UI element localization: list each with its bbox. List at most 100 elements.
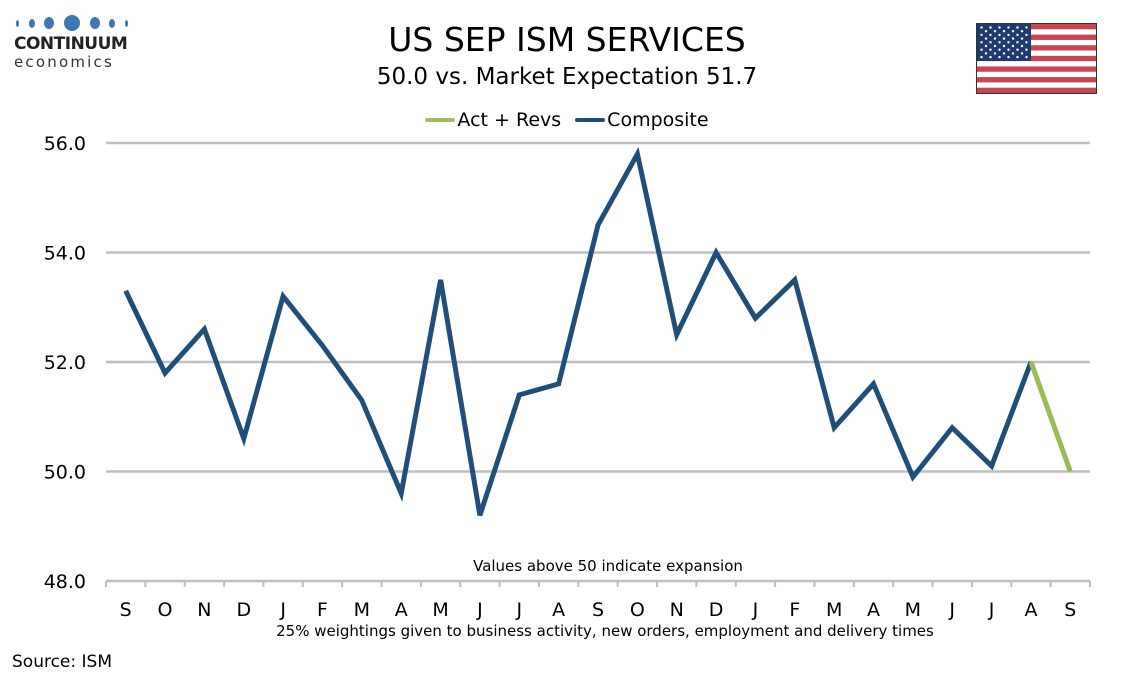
flag-star [1011, 30, 1015, 33]
flag-star [1016, 33, 1019, 37]
x-tick-label: A [1024, 599, 1037, 621]
x-tick-label: J [948, 599, 955, 621]
legend-item-act-revs: Act + Revs [425, 109, 561, 131]
flag-stripe [977, 34, 1096, 41]
flag-stripe [977, 66, 1096, 72]
flag-star [1002, 30, 1006, 33]
flag-star [998, 55, 1001, 59]
flag-star [1020, 37, 1024, 40]
flag-star [1002, 37, 1006, 40]
x-tick-label: S [592, 599, 604, 621]
x-tick-label: N [197, 599, 211, 621]
flag-star [984, 30, 988, 33]
flag-star [1016, 41, 1019, 44]
flag-star [980, 55, 983, 59]
x-tick-label: M [905, 599, 921, 621]
flag-star [980, 48, 983, 51]
flag-star [984, 52, 988, 55]
flag-star [1025, 55, 1028, 59]
y-tick-label: 48.0 [44, 571, 86, 593]
y-tick-label: 56.0 [44, 133, 86, 155]
us-flag-graphic [977, 24, 1096, 93]
flag-star [1016, 48, 1019, 51]
flag-star [1002, 52, 1006, 55]
x-axis-label: 25% weightings given to business activit… [276, 622, 934, 640]
x-tick-label: O [158, 599, 173, 621]
flag-stripe [977, 24, 1096, 30]
logo-brand-text: CONTINUUM [14, 34, 128, 54]
flag-star [989, 41, 992, 44]
flag-star [1025, 33, 1028, 37]
x-tick-label: J [988, 599, 995, 621]
flag-star [1007, 26, 1010, 29]
x-tick-label: S [1064, 599, 1076, 621]
continuum-economics-logo: CONTINUUM economics [14, 14, 134, 70]
chart-subtitle: 50.0 vs. Market Expectation 51.7 [376, 64, 758, 90]
flag-star [989, 26, 992, 29]
flag-star [980, 41, 983, 44]
x-tick-label: D [709, 599, 724, 621]
flag-stripe [977, 82, 1096, 88]
flag-stripe [977, 87, 1096, 93]
flag-star [1020, 44, 1024, 48]
x-tick-label: A [867, 599, 880, 621]
flag-star [1025, 26, 1028, 29]
flag-star [998, 33, 1001, 37]
flag-star [998, 48, 1001, 51]
flag-star [1016, 26, 1019, 29]
x-tick-label: N [670, 599, 684, 621]
flag-star [1007, 48, 1010, 51]
legend-item-composite: Composite [575, 109, 709, 131]
flag-stripe [977, 39, 1096, 46]
logo-dots-icon [16, 14, 128, 32]
flag-stripe [977, 50, 1096, 57]
us-flag-icon [976, 23, 1097, 94]
flag-star [1011, 44, 1015, 48]
legend-swatch-act-revs [425, 118, 456, 122]
legend-swatch-composite [575, 118, 606, 122]
flag-stripe [977, 71, 1096, 78]
flag-star [993, 44, 997, 48]
x-tick-label: M [354, 599, 370, 621]
x-tick-label: J [752, 599, 759, 621]
flag-star [1025, 41, 1028, 44]
x-tick-label: D [236, 599, 251, 621]
y-tick-label: 54.0 [44, 243, 86, 265]
flag-star [1011, 52, 1015, 55]
chart-legend: Act + Revs Composite [0, 109, 1134, 131]
flag-stripe [977, 55, 1096, 62]
flag-star [1011, 37, 1015, 40]
flag-star [1016, 55, 1019, 59]
y-tick-label: 50.0 [44, 462, 86, 484]
flag-star [1007, 55, 1010, 59]
series-line-act-revs [1028, 361, 1073, 473]
chart-annotation: Values above 50 indicate expansion [473, 557, 743, 575]
x-tick-label: J [279, 599, 286, 621]
x-tick-label: J [515, 599, 522, 621]
x-tick-label: O [630, 599, 645, 621]
flag-star [984, 44, 988, 48]
flag-star [993, 52, 997, 55]
flag-star [993, 37, 997, 40]
source-note: Source: ISM [12, 652, 112, 672]
x-tick-label: F [317, 599, 328, 621]
legend-label-act-revs: Act + Revs [457, 109, 562, 131]
x-tick-label: A [395, 599, 408, 621]
x-tick-label: S [120, 599, 132, 621]
x-tick-label: F [789, 599, 800, 621]
flag-star [1007, 33, 1010, 37]
flag-star [1002, 44, 1006, 48]
y-tick-label: 52.0 [44, 352, 86, 374]
series-line-composite [123, 146, 1034, 517]
flag-star [1025, 48, 1028, 51]
flag-stripe [977, 77, 1096, 83]
flag-star [1020, 52, 1024, 55]
flag-star [993, 30, 997, 33]
flag-star [1007, 41, 1010, 44]
chart-title: US SEP ISM SERVICES [388, 20, 746, 59]
flag-star [980, 26, 983, 29]
x-tick-label: M [432, 599, 448, 621]
legend-label-composite: Composite [607, 109, 709, 131]
flag-star [989, 55, 992, 59]
